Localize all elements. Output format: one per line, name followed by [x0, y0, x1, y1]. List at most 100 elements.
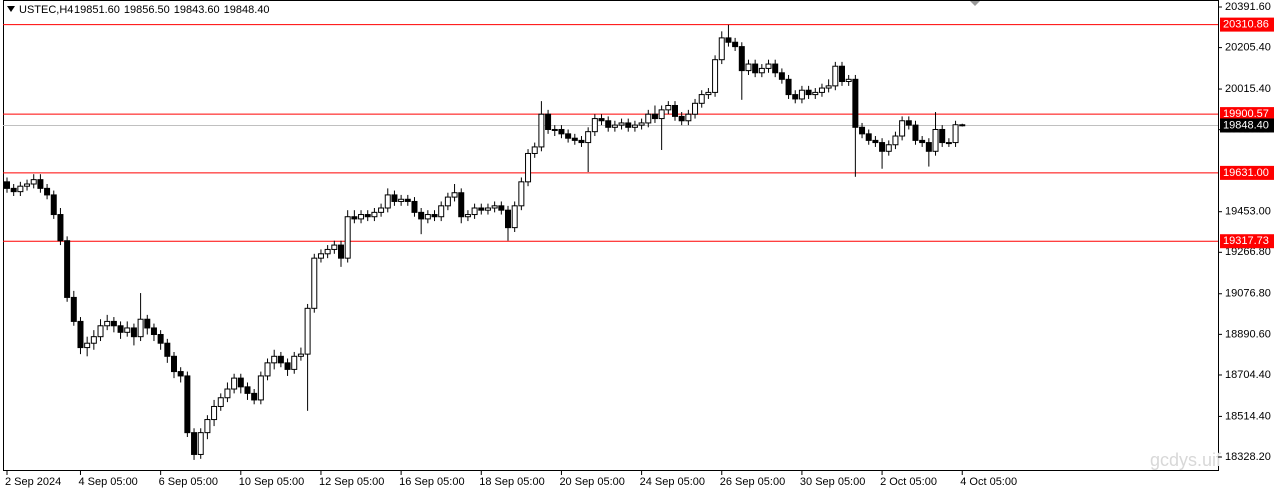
candle-body: [331, 244, 338, 250]
candle-body: [678, 115, 685, 122]
candle-body: [758, 67, 765, 74]
plot-frame: [3, 0, 1219, 471]
candle-body: [558, 128, 565, 135]
candle-body: [505, 209, 511, 229]
candle-body: [164, 342, 171, 357]
candle-body: [484, 207, 491, 211]
candle-body: [932, 128, 939, 152]
candle-body: [117, 325, 124, 333]
candle-body: [10, 187, 17, 193]
candle-body: [665, 104, 672, 111]
y-tick-label: 18890.60: [1225, 328, 1271, 340]
candle-body: [885, 144, 892, 152]
candle-body: [565, 133, 572, 139]
candle-body: [217, 397, 224, 407]
candle-body: [237, 377, 244, 388]
header-value: 19848.40: [224, 4, 270, 16]
candle-body: [157, 333, 164, 344]
candle-body: [444, 196, 451, 207]
candle-body: [952, 124, 959, 144]
x-tick-label: 16 Sep 05:00: [399, 476, 464, 488]
header-value: 19843.60: [174, 4, 220, 16]
x-tick-label: 4 Sep 05:00: [78, 476, 137, 488]
candle-body: [451, 192, 458, 198]
candle-body: [672, 104, 678, 117]
candle-body: [905, 120, 912, 126]
candle-body: [398, 198, 405, 202]
candle-body: [458, 192, 465, 218]
candle-body: [705, 91, 712, 96]
candle-body: [551, 128, 558, 131]
candle-body: [538, 113, 545, 148]
candle-body: [692, 102, 699, 115]
candle-body: [344, 216, 351, 259]
candle-body: [251, 392, 258, 401]
candle-body: [371, 211, 378, 218]
candle-body: [591, 118, 598, 133]
current-price-label: 19848.40: [1223, 119, 1269, 131]
candle-body: [912, 124, 919, 141]
candle-body: [738, 46, 745, 72]
candle-body: [351, 216, 358, 220]
level-label-bg: [1220, 165, 1274, 180]
header-values: 19851.60 19856.50 19843.60 19848.40: [74, 4, 270, 16]
candle-body: [638, 122, 645, 126]
candle-body: [865, 133, 872, 141]
candle-body: [70, 296, 77, 322]
candle-body: [304, 307, 311, 355]
watermark: gcdys.uif: [1150, 450, 1222, 470]
level-label: 19317.73: [1223, 235, 1269, 247]
candle-body: [685, 113, 692, 122]
candle-body: [651, 113, 658, 120]
candle-body: [184, 375, 191, 434]
y-tick-label: 18704.40: [1225, 369, 1271, 381]
candle-body: [418, 211, 425, 220]
candle-body: [772, 63, 779, 74]
candle-body: [518, 181, 525, 207]
candle-body: [725, 37, 732, 43]
level-label-bg: [1220, 107, 1274, 122]
candle-body: [4, 181, 10, 189]
x-tick-label: 30 Sep 05:00: [800, 476, 865, 488]
candle-body: [411, 200, 418, 213]
candle-body: [712, 59, 719, 93]
x-tick-label: 2 Oct 05:00: [880, 476, 937, 488]
candle-body: [899, 120, 906, 137]
y-tick-label: 19453.00: [1225, 206, 1271, 218]
candle-body: [57, 214, 64, 242]
x-tick-label: 24 Sep 05:00: [640, 476, 705, 488]
shift-marker: [970, 1, 980, 6]
candle-body: [478, 207, 485, 211]
candle-body: [945, 142, 952, 145]
candle-body: [144, 318, 151, 329]
candle-body: [525, 152, 532, 183]
y-tick-label: 20015.40: [1225, 83, 1271, 95]
candle-body: [191, 432, 198, 455]
candle-body: [578, 139, 585, 144]
x-tick-label: 20 Sep 05:00: [559, 476, 624, 488]
candle-body: [124, 327, 131, 333]
candle-body: [84, 342, 91, 349]
candle-body: [177, 371, 184, 377]
candle-body: [785, 78, 792, 96]
candle-body: [431, 214, 438, 218]
candle-body: [150, 327, 157, 335]
candle-body: [845, 78, 852, 83]
candle-body: [839, 65, 845, 83]
candle-body: [498, 205, 505, 211]
x-tick-label: 26 Sep 05:00: [720, 476, 785, 488]
candle-body: [17, 185, 24, 193]
candle-body: [471, 207, 478, 216]
y-tick-label: 18514.40: [1225, 410, 1271, 422]
level-label: 20310.86: [1223, 19, 1269, 31]
y-tick-label: 19076.80: [1225, 288, 1271, 300]
x-tick-label: 6 Sep 05:00: [159, 476, 218, 488]
menu-arrow[interactable]: [7, 6, 15, 12]
x-tick-label: 4 Oct 05:00: [960, 476, 1017, 488]
candle-body: [892, 135, 899, 146]
candle-body: [464, 214, 471, 218]
candle-body: [792, 94, 799, 100]
candle-body: [939, 128, 946, 144]
candle-body: [531, 146, 538, 154]
